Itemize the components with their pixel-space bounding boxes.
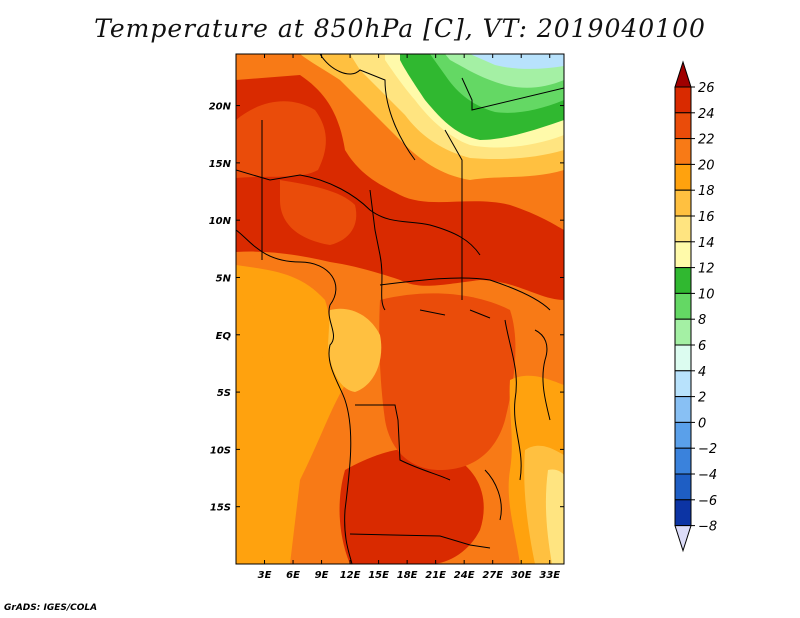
lon-tick-label: 12E [340, 570, 361, 581]
field-22-24-nw [236, 101, 326, 178]
field-22-24-congo [379, 293, 516, 470]
colorbar-cell [674, 370, 692, 398]
colorbar-label: 0 [698, 416, 706, 431]
colorbar-cell [674, 447, 692, 475]
lon-tick-label: 9E [315, 570, 329, 581]
colorbar-cell [674, 112, 692, 140]
lon-tick-label: 24E [454, 570, 475, 581]
lat-axis: 20N 15N 10N 5N EQ 5S 10S 15S [209, 102, 564, 514]
colorbar-label: 2 [698, 391, 706, 406]
colorbar-cell [674, 189, 692, 217]
lon-tick-label: 30E [511, 570, 532, 581]
lon-tick-label: 27E [482, 570, 503, 581]
colorbar-label: 22 [698, 133, 715, 148]
lat-tick-label: EQ [216, 331, 232, 342]
colorbar-cell [674, 421, 692, 449]
colorbar-cell [674, 86, 692, 114]
lat-tick-label: 15S [210, 503, 231, 514]
field-20-22-coast [236, 290, 265, 480]
colorbar-cell [674, 344, 692, 372]
colorbar-label: −2 [698, 442, 717, 457]
colorbar-cell [674, 163, 692, 191]
colorbar-bottom-arrow [674, 525, 692, 553]
grads-credit: GrADS: IGES/COLA [4, 603, 98, 613]
colorbar-label: 20 [698, 158, 715, 173]
colorbar-label: 4 [698, 365, 706, 380]
colorbar-label: −4 [698, 468, 717, 483]
lon-tick-label: 6E [286, 570, 300, 581]
lat-tick-label: 5S [217, 388, 231, 399]
lon-tick-label: 33E [539, 570, 560, 581]
lat-tick-label: 10N [209, 216, 232, 227]
colorbar-cell [674, 267, 692, 294]
colorbar-label: 16 [698, 210, 715, 225]
colorbar-cell [674, 138, 692, 165]
colorbar-cell [674, 215, 692, 243]
colorbar-cell [674, 241, 692, 269]
lat-tick-label: 5N [216, 273, 232, 284]
lon-tick-label: 18E [397, 570, 418, 581]
colorbar-label: 12 [698, 262, 715, 277]
colorbar-label: 18 [698, 184, 715, 199]
field-16-18-east [545, 469, 564, 564]
colorbar-label: 26 [698, 81, 715, 96]
lon-axis: 3E 6E 9E 12E 15E 18E 21E 24E 27E 30E 33E [258, 54, 560, 581]
field-18-20-gabon [328, 308, 382, 392]
lon-tick-label: 21E [425, 570, 446, 581]
colorbar-cell [674, 499, 692, 527]
colorbar-label: 8 [698, 313, 706, 328]
country-borders [236, 54, 564, 564]
colorbar-label: −8 [698, 520, 717, 535]
lon-tick-label: 3E [258, 570, 272, 581]
lon-tick-label: 15E [368, 570, 389, 581]
colorbar-top-arrow [674, 60, 692, 88]
colorbar-label: 6 [698, 339, 706, 354]
colorbar-cell [674, 396, 692, 423]
colorbar-label: −6 [698, 494, 717, 509]
map-title: Temperature at 850hPa [C], VT: 201904010… [94, 14, 706, 43]
field-22-24-niger [280, 180, 357, 245]
lat-tick-label: 15N [209, 159, 232, 170]
colorbar-cell [674, 473, 692, 501]
colorbar-cell [674, 292, 692, 320]
colorbar-label: 24 [698, 107, 715, 122]
field-4-6-north [470, 54, 564, 69]
colorbar-label: 10 [698, 287, 715, 302]
lat-tick-label: 10S [210, 445, 231, 456]
colorbar-cell [674, 318, 692, 346]
map-frame [235, 53, 565, 565]
colorbar-label: 14 [698, 236, 715, 251]
lat-tick-label: 20N [209, 102, 232, 113]
temperature-field [236, 54, 564, 564]
